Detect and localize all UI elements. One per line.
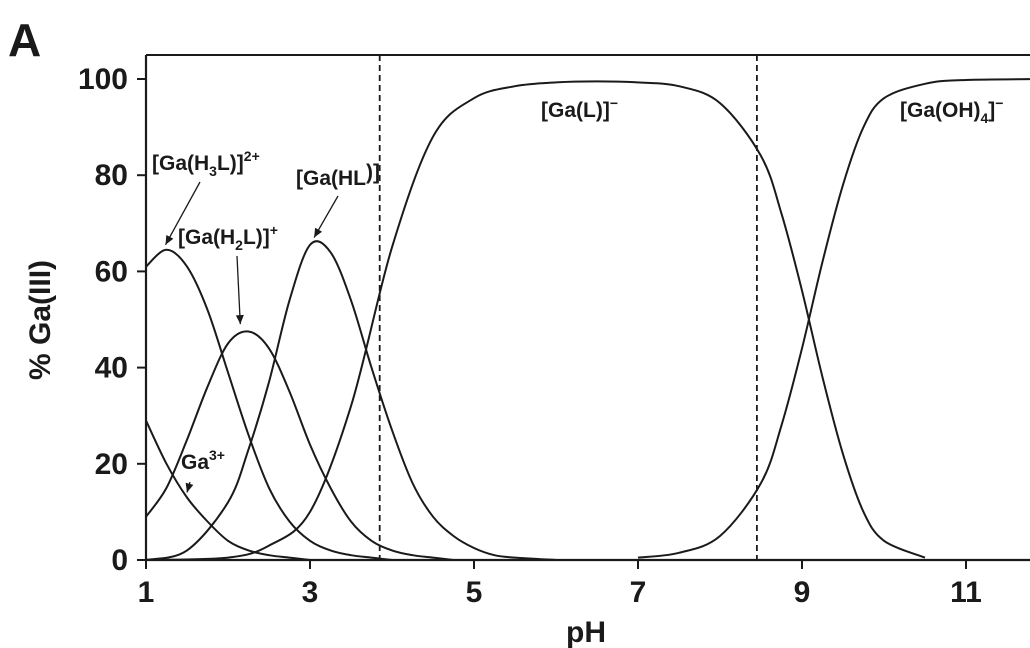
label-ga-hl: [Ga(HL)] [296, 161, 380, 190]
arrow-head [165, 234, 174, 245]
curve-ga-oh4 [637, 78, 1030, 559]
y-tick-label: 20 [95, 448, 128, 481]
arrow-shaft [164, 181, 201, 246]
x-tick-label: 3 [302, 576, 319, 609]
label-ga-h3l: [Ga(H3L)]2+ [152, 148, 260, 179]
curve-ga-h2l [145, 330, 454, 561]
label-ga-l: [Ga(L)]− [541, 95, 618, 122]
plot-area [144, 54, 1030, 562]
arrow-head [185, 482, 194, 493]
arrow-shaft [236, 255, 241, 325]
y-tick-label: 80 [95, 159, 128, 192]
y-tick-label: 0 [111, 544, 128, 577]
y-tick-label: 100 [78, 63, 128, 96]
x-tick-label: 7 [630, 576, 647, 609]
curve-ga3 [145, 420, 311, 561]
label-ga3: Ga3+ [181, 447, 225, 474]
y-tick-label: 60 [95, 255, 128, 288]
species-labels: Ga3+ [Ga(H3L)]2+ [Ga(H2L)]+ [Ga(HL)] [Ga(L)]… [152, 95, 1003, 493]
arrow-ga-hl [313, 195, 339, 238]
x-tick-label: 9 [794, 576, 811, 609]
arrow-ga-h2l [235, 255, 244, 325]
x-tick-label: 11 [950, 576, 982, 609]
arrow-head [235, 314, 244, 325]
label-ga-h2l: [Ga(H2L)]+ [178, 222, 278, 253]
arrow-ga-h3l [164, 181, 201, 246]
x-axis-title: pH [566, 616, 606, 648]
x-tick-label: 1 [138, 576, 155, 609]
x-tick-label: 5 [466, 576, 483, 609]
y-axis-title: % Ga(III) [24, 260, 57, 380]
axis-ticks: 1 3 5 7 9 11 0 20 40 60 80 100 [78, 63, 982, 609]
panel-label: A [8, 14, 41, 66]
arrow-head [314, 227, 323, 238]
label-ga-oh4: [Ga(OH)4]− [900, 95, 1003, 126]
y-tick-label: 40 [95, 352, 128, 385]
curve-ga-h3l [145, 248, 393, 561]
arrow-ga3 [185, 481, 194, 493]
curve-ga-l [145, 80, 926, 561]
curve-ga-hl [145, 240, 557, 561]
